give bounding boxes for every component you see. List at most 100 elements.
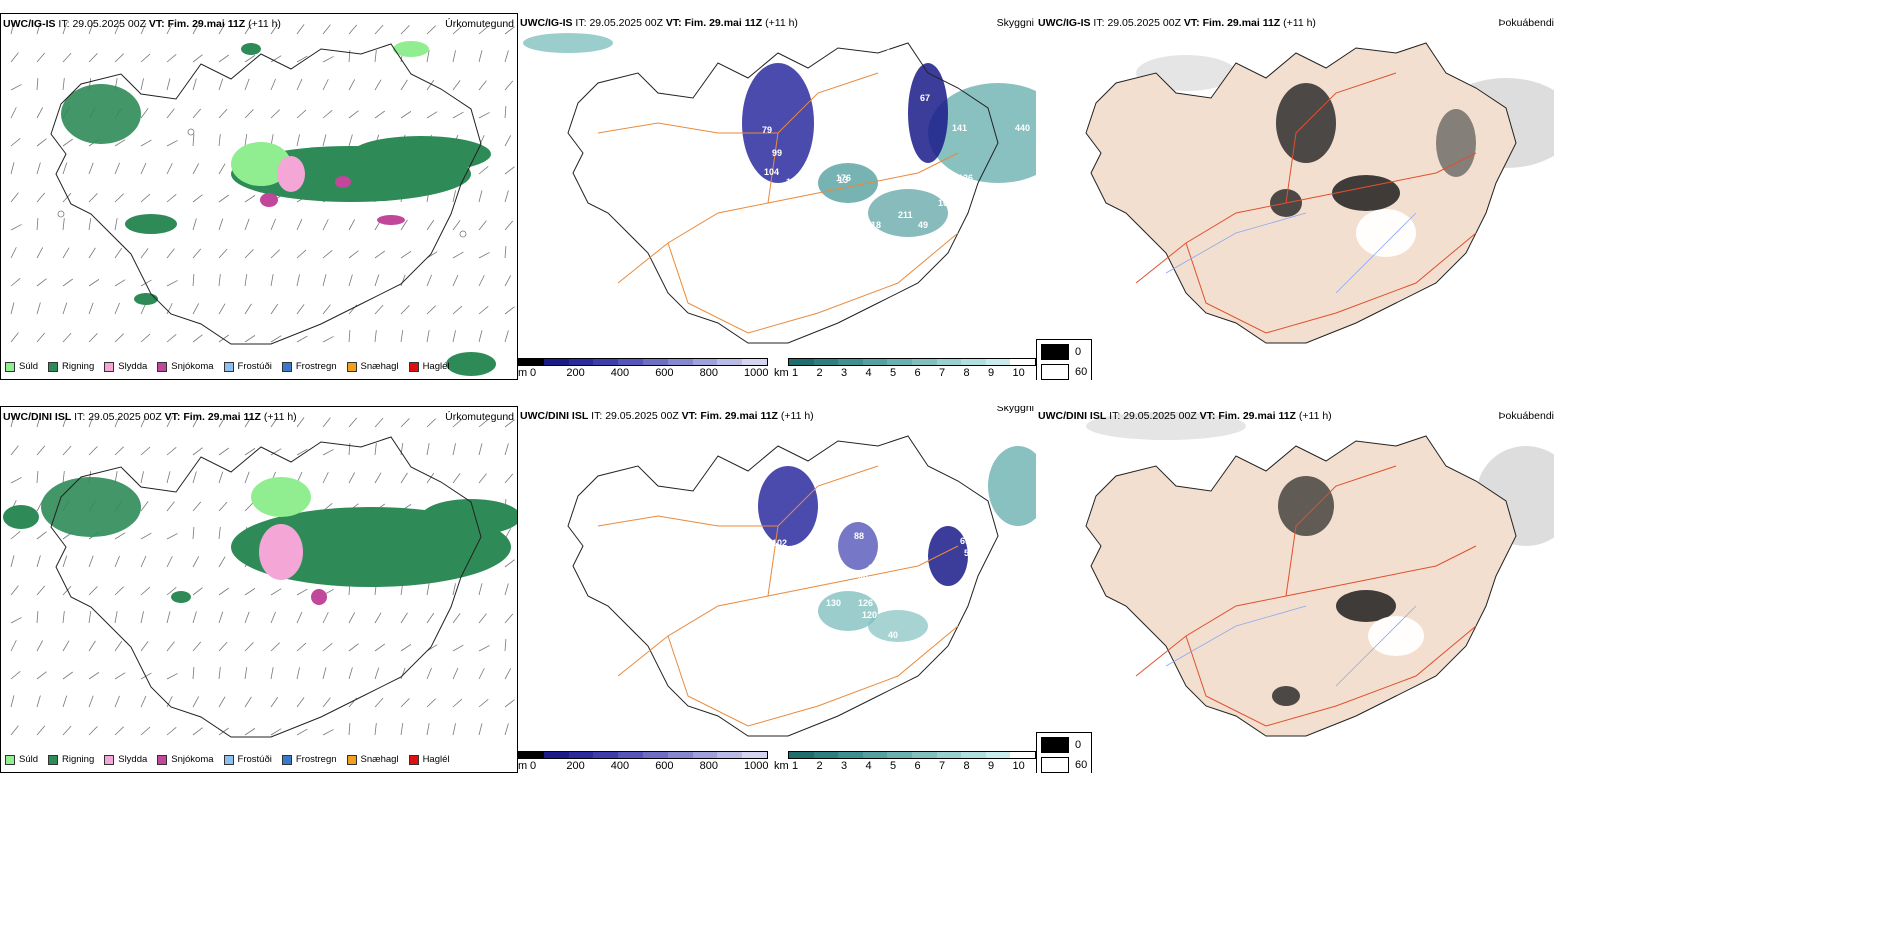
colorbar-segment (667, 359, 693, 365)
panel-name: Úrkomutegund (445, 18, 514, 30)
wind-barb (270, 416, 279, 428)
cloud-base-label: 102 (772, 538, 787, 548)
legend-item: Haglél (408, 754, 450, 765)
colorbar-tick-label: 8 (963, 367, 970, 379)
wind-barb (36, 192, 46, 203)
wind-barb (218, 248, 228, 259)
wind-barb (36, 531, 47, 540)
colorbar-segment (838, 359, 863, 365)
wind-barb (62, 138, 73, 147)
legend-swatch (281, 361, 292, 372)
wind-barb (504, 559, 515, 568)
legend-item: Frostregn (281, 754, 337, 765)
wind-barb (322, 667, 327, 680)
wind-barb (10, 415, 15, 428)
wind-barb (192, 587, 203, 596)
wind-barb (140, 279, 152, 287)
wind-barb (10, 247, 17, 259)
wind-barb (62, 640, 70, 652)
legend-swatch (223, 361, 234, 372)
wind-barb (322, 110, 333, 119)
wind-barb (400, 251, 412, 259)
wind-barb (452, 473, 461, 484)
wind-barb (218, 108, 228, 119)
wind-barb (166, 696, 173, 708)
wind-barb (166, 501, 175, 512)
colorbar-tick-label: 10 (1012, 367, 1025, 379)
wind-barb (374, 274, 380, 287)
cloud-map: 102 88 40 126 130 120 40 69 55 10 (567, 435, 1036, 737)
cloud-base-label: 38 (860, 155, 870, 165)
wind-barb (62, 555, 68, 568)
wind-barb (270, 642, 280, 652)
wind-barb (296, 304, 305, 315)
colorbar-tick-label: 1 (792, 367, 799, 379)
wind-barb (374, 612, 382, 624)
wind-barb (10, 531, 21, 540)
colorbar-tick-label: 800 (699, 760, 718, 772)
wind-barb (140, 78, 144, 91)
wind-barb (504, 639, 507, 652)
wind-barb (166, 194, 177, 203)
legend-item: Snjókoma (157, 361, 214, 372)
colorbar-tick-label: 600 (655, 760, 674, 772)
wind-barb (374, 250, 385, 259)
wind-barb (192, 23, 200, 35)
wind-barb (62, 218, 65, 231)
wind-barb (504, 26, 515, 35)
cloud-base-label: 130 (826, 598, 841, 608)
precip-areas (3, 477, 517, 605)
cloud-base-label: 128 (786, 177, 801, 187)
wind-barb (504, 699, 515, 708)
cloud-base-label: 49 (918, 220, 928, 230)
wind-barb (192, 641, 202, 652)
wind-barb (244, 195, 256, 203)
wind-barb (478, 252, 490, 259)
colorbar-segment (838, 752, 863, 758)
wind-barb (62, 247, 70, 259)
wind-barb (348, 250, 359, 259)
wind-barb (270, 611, 276, 624)
wind-barb (426, 50, 430, 63)
wind-barb (322, 79, 329, 91)
wind-barb (270, 696, 279, 708)
wind-barb (192, 501, 202, 512)
wind-barb (374, 643, 385, 652)
wind-barb (192, 416, 200, 428)
cloud-base-label: 107 (818, 200, 833, 210)
wind-barb (426, 472, 435, 484)
wind-barb (452, 613, 461, 624)
colorbar-tick-label: 10 (1012, 760, 1025, 772)
wind-barb (452, 80, 461, 91)
wind-barb (192, 134, 195, 147)
colorbar-unit: m (518, 760, 528, 772)
wind-barb (62, 192, 72, 203)
wind-barb (140, 586, 151, 596)
wind-barb (192, 54, 203, 63)
colorbar-unit: km (774, 367, 789, 379)
wind-barb (10, 640, 17, 652)
colorbar-tick-label: 600 (655, 367, 674, 379)
wind-barb (426, 79, 435, 91)
colorbar-tick-label: 1000 (744, 760, 769, 772)
wind-barb (296, 642, 307, 652)
colorbar-segment (813, 752, 839, 758)
legend-swatch (48, 361, 59, 372)
wind-barb (114, 53, 124, 63)
wind-barb (62, 22, 68, 35)
fog-legend: 0 60 (1036, 732, 1093, 773)
colorbar-tick-label: 9 (988, 760, 995, 772)
colorbar-unit: m (518, 367, 528, 379)
wind-barb (322, 729, 334, 736)
wind-barb (166, 334, 177, 343)
wind-barb (140, 162, 147, 175)
wind-barb (114, 247, 123, 259)
legend-swatch (346, 754, 357, 765)
wind-barb (218, 194, 229, 203)
wind-barb (426, 274, 432, 287)
cloud-base-label: 126 (858, 598, 873, 608)
wind-barb (10, 695, 15, 708)
wind-barb (426, 330, 430, 343)
colorbar-segment (692, 752, 718, 758)
wind-barb (504, 190, 509, 203)
